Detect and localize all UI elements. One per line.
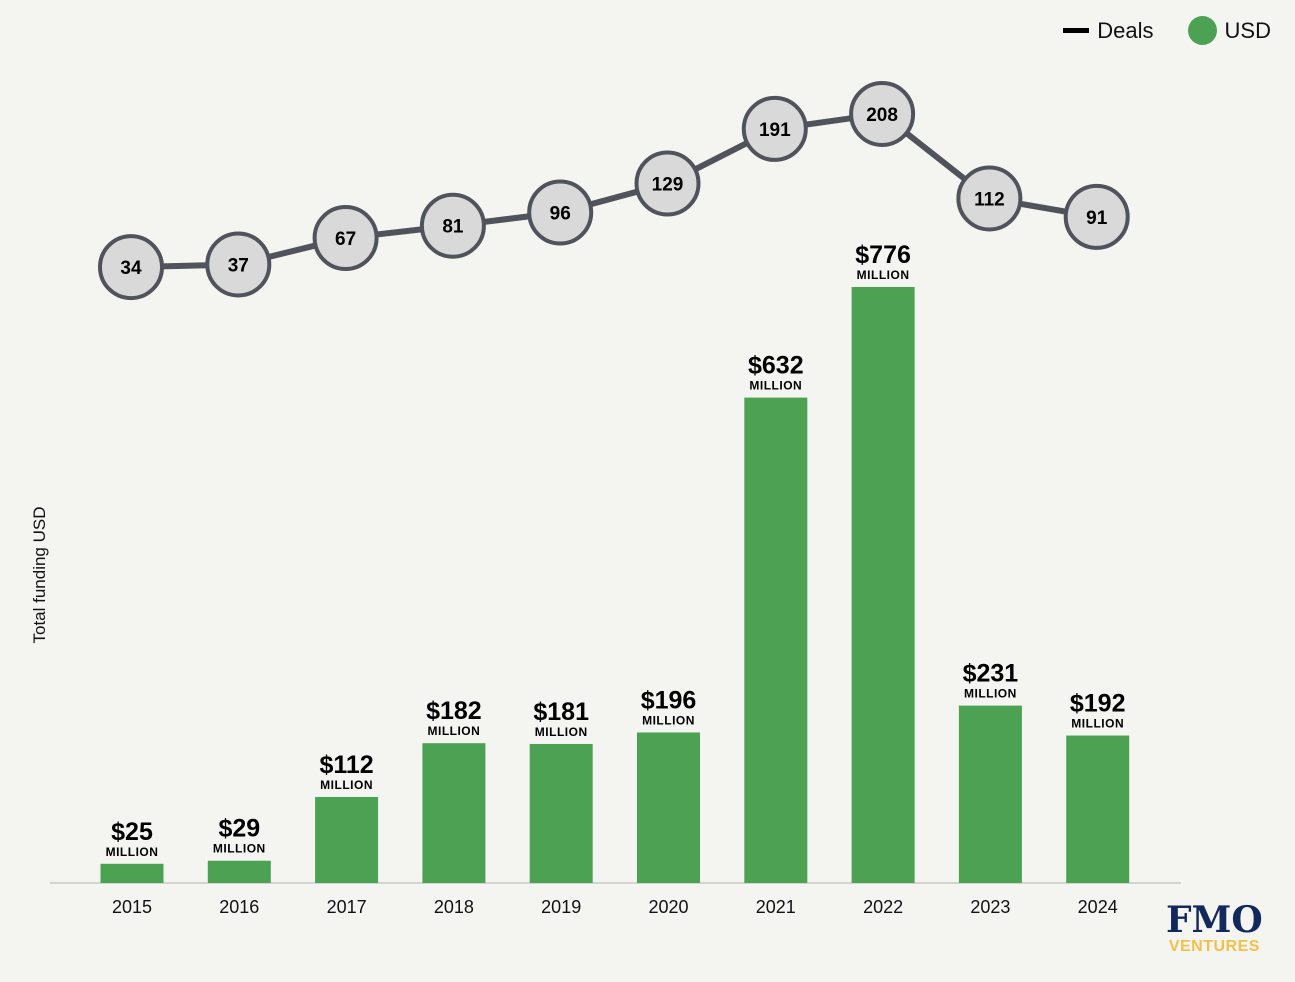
legend-label-deals: Deals xyxy=(1097,17,1154,43)
bar-2021 xyxy=(744,397,808,883)
deals-value-label-2024: 91 xyxy=(1086,208,1108,229)
x-tick-label-2023: 2023 xyxy=(970,897,1010,917)
deals-value-label-2017: 67 xyxy=(335,229,356,250)
deals-bubble-2016 xyxy=(205,231,272,298)
bar-2020 xyxy=(637,732,700,883)
bar-value-label-2019: $181 xyxy=(533,698,589,726)
bar-2022 xyxy=(851,287,915,883)
bar-2024 xyxy=(1066,735,1130,883)
bar-2015 xyxy=(100,863,164,883)
bar-2023 xyxy=(958,705,1022,883)
bar-value-label-2018: $182 xyxy=(426,697,482,725)
legend-item-deals[interactable]: Deals xyxy=(1063,17,1154,44)
bar-value-label-2021: $632 xyxy=(748,352,804,380)
bar-labels-group: $25MILLION$29MILLION$112MILLION$182MILLI… xyxy=(106,241,1126,859)
logo-sub-text: VENTURES xyxy=(1168,938,1260,955)
bar-value-label-2023: $231 xyxy=(963,660,1019,688)
deals-bubble-2017 xyxy=(312,205,379,272)
deals-value-label-2020: 129 xyxy=(652,174,684,195)
bar-2019 xyxy=(529,743,593,883)
bar-2017 xyxy=(315,796,379,883)
bar-value-label-2017: $112 xyxy=(319,751,373,779)
x-tick-label-2017: 2017 xyxy=(327,897,367,917)
bar-2018 xyxy=(422,743,486,883)
deals-value-label-2018: 81 xyxy=(442,217,464,238)
bar-unit-label-2023: MILLION xyxy=(964,687,1017,701)
fmo-ventures-logo: FMO VENTURES xyxy=(1166,902,1263,956)
bar-unit-label-2020: MILLION xyxy=(642,713,695,727)
bar-unit-label-2019: MILLION xyxy=(535,725,588,739)
bar-value-label-2015: $25 xyxy=(111,818,153,846)
deals-value-label-2021: 191 xyxy=(759,120,791,141)
line-swatch-icon xyxy=(1063,28,1090,33)
bar-value-label-2016: $29 xyxy=(218,815,260,843)
bar-unit-label-2022: MILLION xyxy=(857,268,910,282)
deals-bubble-2024 xyxy=(1063,183,1130,250)
deals-value-label-2022: 208 xyxy=(866,105,898,126)
deals-value-label-2019: 96 xyxy=(550,204,571,225)
deals-bubble-2019 xyxy=(527,179,594,246)
bar-unit-label-2017: MILLION xyxy=(320,778,373,792)
deals-value-label-2015: 34 xyxy=(120,258,142,279)
bar-2016 xyxy=(207,860,271,883)
legend-label-usd: USD xyxy=(1224,17,1271,43)
x-tick-label-2015: 2015 xyxy=(112,897,152,917)
x-tick-label-2019: 2019 xyxy=(541,897,581,917)
y-axis-label: Total funding USD xyxy=(30,506,49,644)
x-tick-label-2016: 2016 xyxy=(219,897,259,917)
x-tick-label-2018: 2018 xyxy=(434,897,474,917)
deals-line-group xyxy=(130,110,1098,271)
deals-bubble-2022 xyxy=(849,80,916,147)
bars-group xyxy=(100,287,1130,883)
deals-value-label-2023: 112 xyxy=(974,189,1005,210)
deals-bubble-2023 xyxy=(956,165,1023,232)
bar-value-label-2024: $192 xyxy=(1070,690,1126,718)
legend-item-usd[interactable]: USD xyxy=(1187,16,1271,45)
x-tick-label-2021: 2021 xyxy=(756,897,796,917)
legend: Deals USD xyxy=(1063,16,1271,45)
deals-bubbles-group: 34 37 67 81 96 129 191 208 112 91 xyxy=(98,80,1130,301)
bar-value-label-2020: $196 xyxy=(641,686,697,714)
circle-swatch-icon xyxy=(1187,16,1217,45)
bar-unit-label-2016: MILLION xyxy=(213,842,266,856)
x-tick-label-2022: 2022 xyxy=(863,897,903,917)
deals-bubble-2021 xyxy=(741,95,808,162)
bar-unit-label-2018: MILLION xyxy=(427,724,480,738)
deals-bubble-2015 xyxy=(98,234,164,301)
deals-series-line xyxy=(130,110,1098,271)
x-tick-label-2020: 2020 xyxy=(648,897,688,917)
deals-bubble-2018 xyxy=(419,192,486,259)
x-tick-labels-group: 2015 2016 2017 2018 2019 2020 2021 2022 2023 2024 xyxy=(112,897,1118,917)
x-tick-label-2024: 2024 xyxy=(1078,897,1118,917)
deals-bubble-2020 xyxy=(634,150,701,217)
bar-unit-label-2015: MILLION xyxy=(106,845,159,859)
bar-unit-label-2024: MILLION xyxy=(1071,717,1124,731)
deals-value-label-2016: 37 xyxy=(228,255,249,276)
logo-main-text: FMO xyxy=(1166,899,1263,941)
bar-unit-label-2021: MILLION xyxy=(749,379,802,393)
bar-value-label-2022: $776 xyxy=(855,241,911,269)
